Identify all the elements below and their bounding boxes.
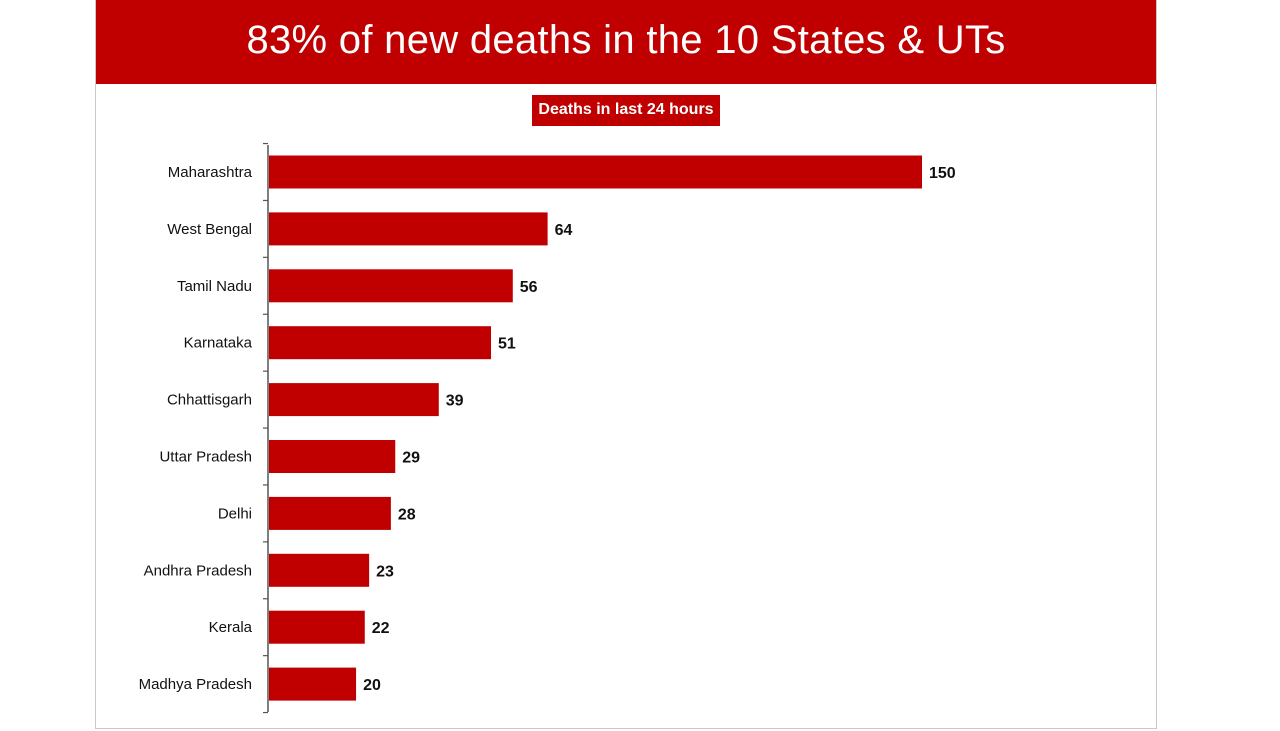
value-label: 64 (555, 222, 573, 239)
chart-subtitle: Deaths in last 24 hours (532, 95, 720, 126)
value-label: 20 (363, 677, 381, 694)
value-label: 29 (402, 450, 420, 467)
category-label: Kerala (209, 619, 253, 636)
bar (269, 667, 357, 701)
value-label: 28 (398, 506, 416, 523)
bar (269, 155, 922, 189)
bar (269, 553, 370, 587)
value-label: 23 (376, 563, 394, 580)
category-label: Delhi (218, 505, 252, 522)
value-label: 39 (446, 393, 464, 410)
value-label: 150 (929, 165, 956, 182)
category-label: Karnataka (184, 335, 253, 352)
chart-title: 83% of new deaths in the 10 States & UTs (96, 0, 1156, 84)
bar (269, 496, 391, 530)
category-label: Chhattisgarh (167, 392, 252, 409)
category-label: Maharashtra (168, 164, 253, 181)
bar (269, 326, 492, 360)
value-label: 22 (372, 620, 390, 637)
bar (269, 610, 365, 644)
category-label: Tamil Nadu (177, 278, 252, 295)
category-label: Uttar Pradesh (159, 449, 252, 466)
bar (269, 269, 513, 303)
chart-frame: 83% of new deaths in the 10 States & UTs… (95, 0, 1157, 729)
value-label: 51 (498, 336, 516, 353)
category-label: West Bengal (167, 221, 252, 238)
bar (269, 383, 439, 417)
category-label: Madhya Pradesh (139, 676, 252, 693)
bar (269, 440, 396, 473)
category-label: Andhra Pradesh (144, 562, 252, 579)
bar (269, 212, 548, 246)
value-label: 56 (520, 279, 538, 296)
